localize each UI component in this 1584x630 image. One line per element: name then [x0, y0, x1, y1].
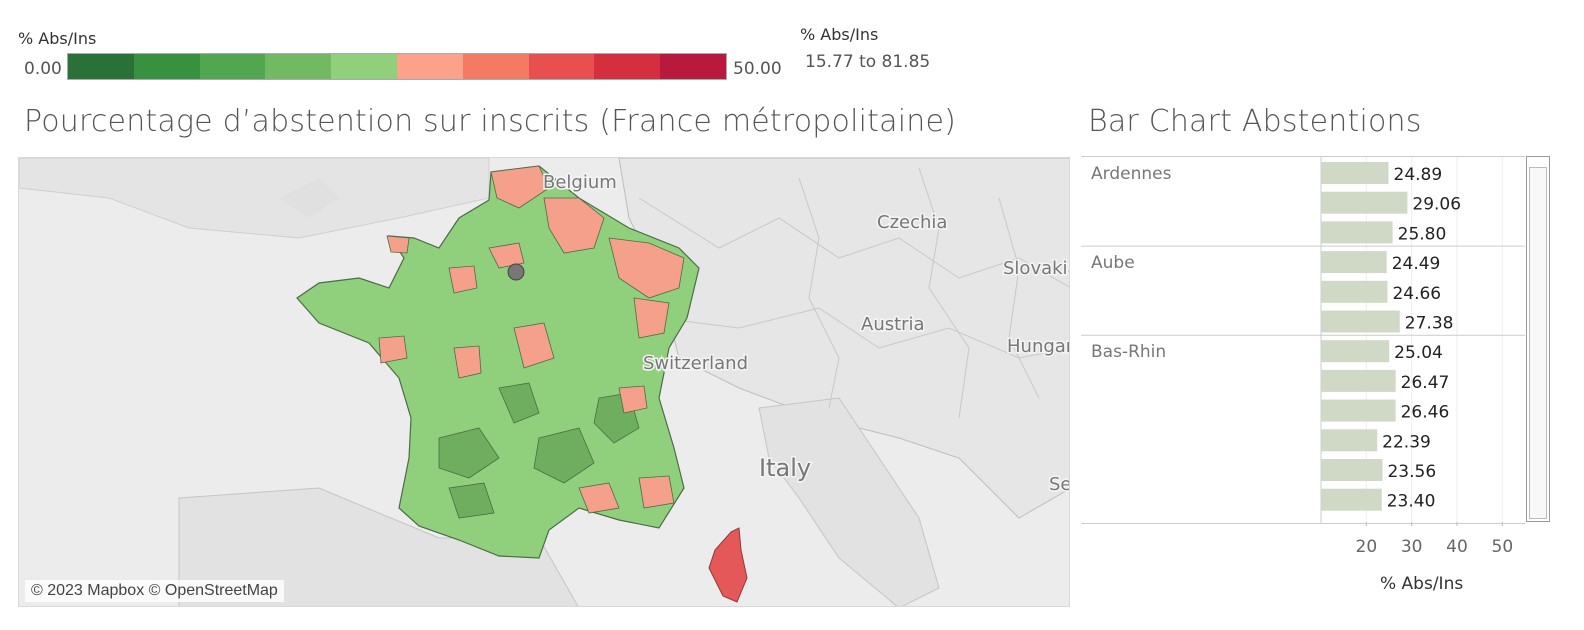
color-ramp [67, 53, 727, 80]
bar [1321, 221, 1393, 244]
color-ramp-step [68, 54, 134, 79]
color-ramp-step [265, 54, 332, 79]
bar-value-label: 23.40 [1387, 492, 1436, 512]
bar-value-label: 23.56 [1387, 462, 1436, 482]
map-title: Pourcentage d’abstention sur inscrits (F… [24, 104, 957, 139]
bar [1321, 162, 1389, 184]
color-ramp-step [199, 54, 266, 79]
bar-chart-title: Bar Chart Abstentions [1088, 104, 1422, 139]
color-legend-max: 50.00 [733, 59, 782, 79]
bar-value-label: 26.46 [1401, 403, 1450, 423]
group-label: Aube [1091, 253, 1135, 273]
x-axis-title: % Abs/Ins [1380, 574, 1464, 594]
bar [1321, 280, 1388, 303]
bar-value-label: 25.04 [1394, 343, 1443, 363]
bar-value-label: 24.49 [1392, 254, 1441, 274]
size-legend-title: % Abs/Ins [800, 25, 879, 44]
bar-chart-panel[interactable]: Ardennes 24.89 29.06 25.80 Aube 24.49 24.66 27.… [1081, 156, 1525, 524]
bar-value-label: 24.89 [1394, 165, 1443, 185]
color-ramp-step [133, 54, 200, 79]
size-legend-range: 15.77 to 81.85 [805, 52, 931, 72]
x-tick-label: 30 [1401, 537, 1423, 557]
bar-value-label: 26.47 [1401, 373, 1450, 393]
x-axis: 20 30 40 50 [1356, 522, 1514, 557]
color-ramp-step [462, 54, 529, 79]
x-tick-label: 20 [1356, 537, 1378, 557]
scrollbar-thumb[interactable] [1529, 167, 1547, 519]
bar-chart-plot: Ardennes 24.89 29.06 25.80 Aube 24.49 24.66 27.… [1081, 157, 1525, 523]
map-canvas [19, 158, 1069, 606]
bar [1321, 369, 1396, 392]
bar [1321, 191, 1408, 214]
color-ramp-step [528, 54, 595, 79]
color-ramp-step [331, 54, 397, 79]
bar [1321, 488, 1382, 511]
map-attribution[interactable]: © 2023 Mapbox © OpenStreetMap [25, 580, 284, 602]
x-tick-label: 50 [1492, 537, 1514, 557]
bar [1321, 459, 1383, 481]
bar-value-label: 22.39 [1382, 432, 1431, 452]
color-legend-title: % Abs/Ins [18, 29, 97, 48]
bar [1321, 310, 1400, 333]
bar-value-label: 24.66 [1392, 284, 1441, 304]
choropleth-map[interactable]: Belgium Czechia Slovakia Austria Hungary… [18, 157, 1070, 607]
color-legend-min: 0.00 [24, 59, 62, 79]
group-label: Ardennes [1091, 164, 1172, 184]
color-ramp-step [594, 54, 661, 79]
x-tick-label: 40 [1446, 537, 1468, 557]
bar [1321, 340, 1390, 363]
group-label: Bas-Rhin [1091, 342, 1166, 362]
bar-chart-scrollbar[interactable] [1526, 156, 1550, 522]
bar [1321, 251, 1387, 274]
bar-value-label: 27.38 [1405, 314, 1454, 334]
bar [1321, 399, 1396, 422]
bar-value-label: 25.80 [1398, 224, 1447, 244]
bar [1321, 429, 1378, 452]
bar-value-label: 29.06 [1412, 195, 1461, 215]
color-ramp-step [396, 54, 463, 79]
color-ramp-step [660, 54, 726, 79]
